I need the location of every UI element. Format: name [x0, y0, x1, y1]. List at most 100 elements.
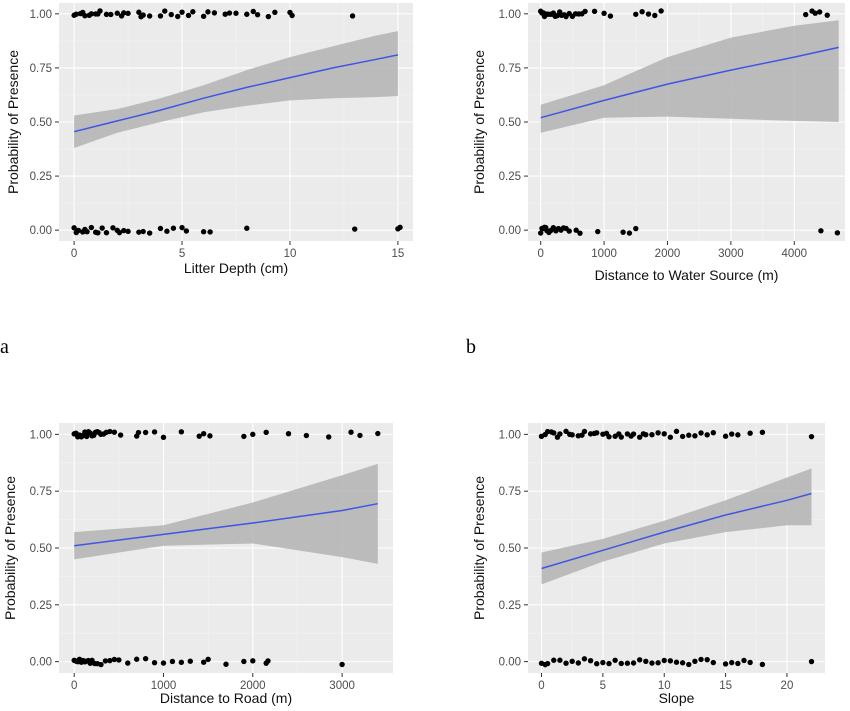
- data-point-absence: [808, 658, 815, 665]
- data-point-presence: [285, 430, 292, 437]
- data-point-presence: [704, 432, 710, 438]
- panel-litter: 0 5 10 15 0.00 0.25 0.50 0.75 1.00 Litter Depth (…: [5, 3, 413, 276]
- data-point-presence: [633, 11, 639, 17]
- data-point-absence: [146, 230, 153, 236]
- data-point-presence: [222, 11, 228, 17]
- data-point-absence: [339, 661, 345, 668]
- data-point-absence: [75, 227, 82, 234]
- x-tick-label: 0: [71, 680, 77, 692]
- y-tick-label: 1.00: [30, 9, 52, 21]
- y-tick-label: 0.50: [30, 543, 52, 555]
- data-point-absence: [187, 658, 193, 664]
- y-tick-label: 0.00: [30, 225, 52, 237]
- y-tick-label: 0.25: [499, 171, 521, 183]
- data-point-presence: [125, 10, 131, 17]
- data-point-absence: [661, 657, 667, 664]
- data-point-presence: [649, 432, 655, 438]
- data-point-presence: [121, 10, 127, 16]
- x-tick-label: 0: [71, 248, 77, 260]
- data-point-absence: [95, 230, 101, 236]
- data-point-absence: [581, 656, 588, 662]
- data-point-presence: [303, 432, 310, 439]
- data-point-presence: [686, 432, 692, 438]
- data-point-presence: [185, 12, 192, 19]
- data-point-presence: [698, 430, 704, 436]
- confidence-band: [540, 20, 839, 133]
- data-point-absence: [595, 228, 601, 235]
- data-point-absence: [741, 657, 747, 664]
- y-tick-label: 1.00: [499, 9, 521, 21]
- y-tick-label: 0.50: [30, 117, 52, 129]
- data-point-absence: [577, 230, 583, 236]
- data-point-absence: [71, 225, 77, 231]
- data-point-absence: [178, 659, 185, 666]
- y-tick-label: 0.50: [499, 117, 521, 129]
- data-point-presence: [168, 11, 174, 18]
- data-point-presence: [200, 13, 207, 19]
- x-tick-label: 3000: [329, 680, 355, 692]
- data-point-presence: [196, 433, 202, 439]
- data-point-absence: [557, 657, 563, 663]
- panel-label-a: a: [0, 336, 9, 358]
- y-tick-label: 0.50: [499, 543, 521, 555]
- data-point-presence: [357, 432, 363, 439]
- data-point-absence: [594, 660, 600, 667]
- data-point-absence: [834, 230, 841, 236]
- fit-line: [74, 502, 378, 547]
- x-tick-label: 4000: [781, 248, 807, 260]
- x-tick-label: 2000: [240, 680, 266, 692]
- data-point-absence: [679, 660, 686, 666]
- data-point-presence: [111, 429, 118, 435]
- x-tick-label: 15: [719, 680, 732, 692]
- data-point-presence: [551, 430, 557, 436]
- x-tick-label: 3000: [718, 248, 744, 260]
- fit-line: [540, 46, 839, 119]
- data-point-presence: [581, 428, 588, 435]
- x-axis-title: Distance to Road (m): [160, 690, 292, 706]
- data-point-presence: [594, 430, 600, 436]
- data-point-absence: [667, 658, 674, 664]
- data-point-presence: [569, 432, 575, 438]
- data-point-absence: [200, 229, 207, 235]
- data-point-absence: [116, 229, 123, 236]
- x-axis-title: Distance to Water Source (m): [595, 267, 779, 283]
- data-point-absence: [142, 655, 149, 662]
- data-point-presence: [265, 13, 272, 20]
- data-point-presence: [710, 429, 717, 436]
- data-point-absence: [110, 225, 116, 231]
- data-point-presence: [722, 433, 729, 439]
- data-point-absence: [735, 660, 741, 667]
- data-point-absence: [636, 657, 643, 663]
- data-point-presence: [73, 11, 79, 17]
- data-point-absence: [241, 658, 247, 665]
- data-point-absence: [121, 227, 127, 234]
- data-point-presence: [645, 11, 652, 17]
- data-point-absence: [747, 659, 753, 666]
- panel-slope: 0 5 10 15 20 0.00 0.25 0.50 0.75 1.00 Slope Probabi…: [471, 423, 825, 706]
- data-point-presence: [254, 11, 261, 18]
- data-point-presence: [289, 12, 295, 19]
- data-point-presence: [136, 9, 142, 15]
- data-point-presence: [729, 431, 735, 437]
- x-tick-label: 5: [179, 248, 185, 260]
- confidence-band: [541, 468, 812, 585]
- data-point-absence: [111, 656, 118, 663]
- y-tick-label: 0.25: [499, 600, 521, 612]
- data-point-presence: [658, 8, 664, 14]
- data-point-absence: [673, 659, 680, 665]
- data-point-absence: [157, 225, 164, 232]
- data-point-absence: [125, 228, 131, 235]
- data-point-presence: [140, 12, 146, 18]
- data-point-absence: [537, 230, 544, 236]
- data-point-presence: [636, 434, 643, 440]
- data-point-presence: [582, 8, 588, 15]
- data-point-presence: [735, 432, 741, 438]
- data-point-presence: [591, 8, 598, 15]
- data-point-presence: [808, 433, 815, 440]
- data-point-presence: [160, 434, 167, 441]
- x-tick-label: 20: [781, 680, 794, 692]
- data-point-presence: [652, 12, 658, 19]
- data-point-presence: [759, 429, 766, 435]
- x-tick-label: 5: [600, 680, 606, 692]
